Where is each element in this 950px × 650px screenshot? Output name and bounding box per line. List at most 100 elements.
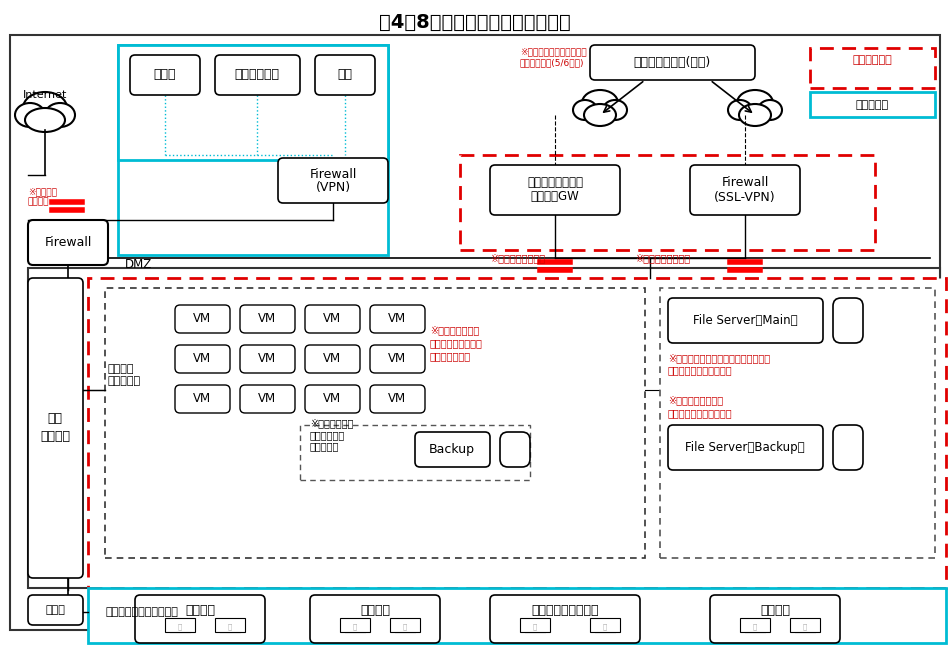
Bar: [300, 425, 530, 480]
Text: Firewall: Firewall: [45, 237, 92, 250]
Text: データ漏洩の可能性あり: データ漏洩の可能性あり: [668, 365, 732, 375]
FancyBboxPatch shape: [370, 385, 425, 413]
Text: ※外部との通信遮断: ※外部との通信遮断: [635, 253, 690, 263]
FancyBboxPatch shape: [305, 345, 360, 373]
FancyBboxPatch shape: [305, 305, 360, 333]
Text: ※サーバー関連
バックアップ
は影響なし: ※サーバー関連 バックアップ は影響なし: [310, 419, 353, 452]
Text: VM: VM: [258, 352, 276, 365]
Bar: [118, 45, 388, 255]
Text: VM: VM: [193, 352, 211, 365]
FancyBboxPatch shape: [310, 595, 440, 643]
Bar: [340, 618, 370, 632]
Text: ⬛: ⬛: [403, 624, 408, 630]
FancyBboxPatch shape: [278, 158, 388, 203]
Bar: [118, 45, 388, 160]
Text: ⬛: ⬛: [352, 624, 357, 630]
Text: ※一部のサーバー: ※一部のサーバー: [430, 325, 479, 335]
Text: (SSL-VPN): (SSL-VPN): [714, 190, 776, 203]
Text: VM: VM: [193, 313, 211, 326]
FancyBboxPatch shape: [833, 425, 863, 470]
Text: (VPN): (VPN): [315, 181, 351, 194]
Ellipse shape: [573, 100, 597, 120]
Bar: [105, 288, 645, 558]
FancyBboxPatch shape: [305, 385, 360, 413]
Text: VM: VM: [388, 313, 406, 326]
Text: 営業本部: 営業本部: [185, 603, 215, 616]
Bar: [88, 588, 946, 643]
FancyBboxPatch shape: [370, 305, 425, 333]
FancyBboxPatch shape: [590, 45, 755, 80]
Text: 【4月8日時点の発生事象概要図】: 【4月8日時点の発生事象概要図】: [379, 12, 571, 31]
Text: Backup: Backup: [429, 443, 475, 456]
Text: マーケティング本部: マーケティング本部: [531, 603, 598, 616]
Text: VM: VM: [323, 393, 341, 406]
Text: サーバー
セグメント: サーバー セグメント: [108, 364, 142, 386]
Text: 影響範囲外: 影響範囲外: [855, 100, 888, 110]
FancyBboxPatch shape: [175, 385, 230, 413]
Text: Firewall: Firewall: [721, 177, 769, 190]
Bar: [88, 278, 946, 588]
FancyBboxPatch shape: [175, 305, 230, 333]
Text: ⬛: ⬛: [178, 624, 182, 630]
FancyBboxPatch shape: [690, 165, 800, 215]
Text: ※外部との通信遮断: ※外部との通信遮断: [490, 253, 545, 263]
Text: クライアントセグメント: クライアントセグメント: [105, 607, 178, 617]
Text: ⬛: ⬛: [603, 624, 607, 630]
Bar: [215, 618, 245, 632]
Bar: [165, 618, 195, 632]
Text: 被害対象範囲: 被害対象範囲: [852, 55, 892, 65]
Text: ておりません(5/6現在): ておりません(5/6現在): [520, 58, 584, 68]
Text: ⬛: ⬛: [228, 624, 232, 630]
Ellipse shape: [25, 108, 65, 132]
Text: コア
スイッチ: コア スイッチ: [40, 413, 70, 443]
Ellipse shape: [23, 92, 67, 124]
FancyBboxPatch shape: [710, 595, 840, 643]
FancyBboxPatch shape: [240, 345, 295, 373]
Text: ※ファイルサーバー: ※ファイルサーバー: [668, 395, 723, 405]
FancyBboxPatch shape: [668, 425, 823, 470]
FancyBboxPatch shape: [175, 345, 230, 373]
Text: VM: VM: [323, 352, 341, 365]
Text: ⬛: ⬛: [533, 624, 537, 630]
FancyBboxPatch shape: [130, 55, 200, 95]
Ellipse shape: [45, 103, 75, 127]
Text: にて、アクセス痕跡: にて、アクセス痕跡: [430, 338, 483, 348]
FancyBboxPatch shape: [28, 595, 83, 625]
Text: 外部からの侵入(推定): 外部からの侵入(推定): [634, 57, 711, 70]
Text: File Server（Main）: File Server（Main）: [693, 315, 797, 328]
Text: システムGW: システムGW: [531, 190, 580, 203]
Text: ※侵入経路の断定には至っ: ※侵入経路の断定には至っ: [520, 47, 586, 57]
FancyBboxPatch shape: [240, 305, 295, 333]
Text: Internet: Internet: [23, 90, 67, 100]
Text: VM: VM: [193, 393, 211, 406]
Bar: [28, 268, 940, 588]
FancyBboxPatch shape: [370, 345, 425, 373]
Text: 技術本部: 技術本部: [760, 603, 790, 616]
Text: エッジ: エッジ: [45, 605, 65, 615]
FancyBboxPatch shape: [240, 385, 295, 413]
Text: 外部ファイル共有: 外部ファイル共有: [527, 177, 583, 190]
Ellipse shape: [584, 104, 616, 126]
Ellipse shape: [582, 90, 618, 116]
FancyBboxPatch shape: [315, 55, 375, 95]
Bar: [390, 618, 420, 632]
Text: DMZ: DMZ: [125, 259, 152, 272]
Text: ※一部のファイルが暗号化による被害: ※一部のファイルが暗号化による被害: [668, 353, 770, 363]
Ellipse shape: [15, 103, 45, 127]
FancyBboxPatch shape: [490, 165, 620, 215]
FancyBboxPatch shape: [135, 595, 265, 643]
Text: VM: VM: [388, 393, 406, 406]
Bar: [810, 48, 935, 88]
Text: ⬛: ⬛: [752, 624, 757, 630]
FancyBboxPatch shape: [28, 220, 108, 265]
Text: 拠点: 拠点: [337, 68, 352, 81]
Text: Firewall: Firewall: [310, 168, 356, 181]
Text: 管理本部: 管理本部: [360, 603, 390, 616]
Ellipse shape: [739, 104, 771, 126]
Bar: [520, 618, 550, 632]
Ellipse shape: [737, 90, 773, 116]
Text: 通信遮断: 通信遮断: [28, 198, 49, 207]
Bar: [590, 618, 620, 632]
Bar: [460, 155, 875, 250]
FancyBboxPatch shape: [28, 278, 83, 578]
